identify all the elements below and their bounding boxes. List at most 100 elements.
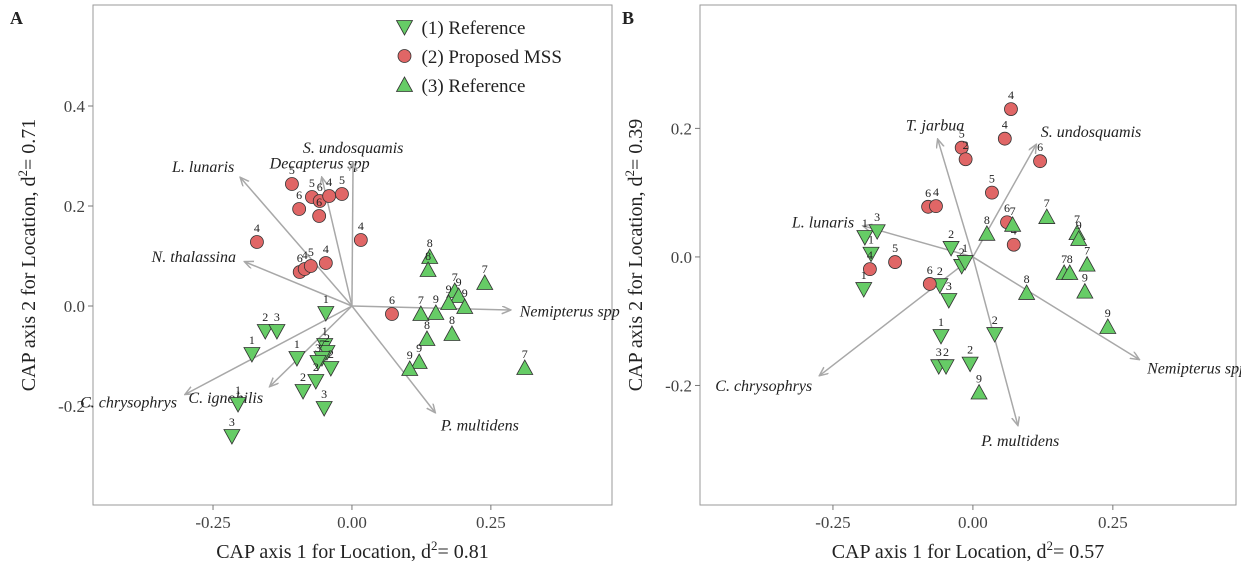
point-label: 8 [449,313,455,327]
point [401,360,419,376]
point [285,177,299,191]
axis-title-sup: 2 [622,170,637,177]
point [929,199,943,214]
point-label: 8 [1067,252,1073,266]
vector-arrow [820,256,974,375]
point-label: 5 [892,241,898,255]
point-label: 8 [427,236,433,250]
vector-label: P. multidens [980,433,1059,450]
x-axis-title: CAP axis 1 for Location, d2= 0.57 [832,538,1105,563]
point-label: 4 [1002,118,1008,132]
point [937,359,955,376]
point-label: 6 [317,180,323,194]
point-label: 7 [1074,212,1080,226]
point-label: 9 [433,292,439,306]
point [315,401,333,417]
point [922,277,937,291]
point-label: 7 [1084,244,1090,258]
point [250,235,264,249]
point [288,351,306,367]
point [985,185,999,200]
vector-label: C. chrysophrys [715,378,812,395]
point [958,152,973,167]
point [322,189,337,203]
y-tick-label: 0.0 [64,297,85,316]
point [1076,282,1094,299]
axis-title-text: CAP axis 2 for Location, d [625,176,647,391]
point-label: 3 [946,279,952,293]
point-label: 6 [316,195,322,209]
point-label: 2 [992,313,998,327]
point [1006,237,1021,252]
point-label: 2 [937,264,943,278]
point [940,293,958,309]
point-label: 1 [861,268,867,282]
point-label: 3 [274,310,280,324]
point-label: 4 [254,221,260,235]
y-tick-label: -0.2 [58,397,85,416]
axis-title-sup: 2 [1047,538,1054,553]
point-label: 2 [948,227,954,241]
vector-arrow [186,305,353,394]
vector-arrow [270,305,353,386]
vector-label: Nemipterus spp [519,303,620,320]
vector-arrow [241,178,353,307]
legend-marker [395,76,414,92]
point [516,359,534,375]
point [956,255,974,271]
point-label: 7 [1061,252,1067,266]
point-label: 6 [389,293,395,307]
panel-label: A [10,8,23,28]
vector-label: Decapterus spp [269,155,370,172]
point-label: 4 [1008,88,1014,102]
point-label: 3 [315,341,321,355]
legend-marker [397,49,412,63]
point [986,327,1004,343]
axis-title-text: = 0.39 [625,119,647,170]
plot-frame [92,4,613,506]
point-label: 6 [1004,201,1010,215]
point-label: 4 [867,248,873,262]
point [1078,255,1096,272]
point [1003,215,1022,232]
vector-label: C. chrysophrys [80,394,177,411]
point [888,255,902,269]
point [1004,102,1018,117]
point-label: 9 [462,286,468,300]
point-label: 2 [324,331,330,345]
point [978,224,996,241]
plot-frame [699,4,1237,506]
point-label: 7 [1010,204,1016,218]
point-label: 6 [297,251,303,265]
point-label: 2 [313,360,319,374]
point-label: 1 [938,315,944,329]
point [449,287,468,303]
point-label: 2 [959,245,965,259]
legend-text: (1) Reference [422,18,526,39]
vector-arrow [245,262,353,307]
point [312,209,327,223]
legend-text: (3) Reference [422,76,526,97]
point-label: 9 [446,282,452,296]
point [942,241,960,257]
point-label: 4 [358,219,364,233]
point-label: 7 [319,337,325,351]
point [1099,318,1117,334]
point [456,298,474,314]
point-label: 7 [452,270,458,284]
point-label: 6 [1037,140,1043,154]
vector-arrow [351,305,510,310]
point [862,262,877,277]
vector-arrow [351,305,435,412]
point [412,305,430,321]
legend-text: (2) Proposed MSS [422,47,562,68]
vector-label: L. lunaris [791,215,854,232]
y-axis-title: CAP axis 2 for Location, d2= 0.39 [622,119,647,392]
point [292,202,307,216]
point-label: 2 [943,345,949,359]
point-label: 2 [328,347,334,361]
point-label: 8 [425,249,431,263]
point [1038,208,1056,224]
axis-title-text: CAP axis 2 for Location, d [18,176,40,391]
